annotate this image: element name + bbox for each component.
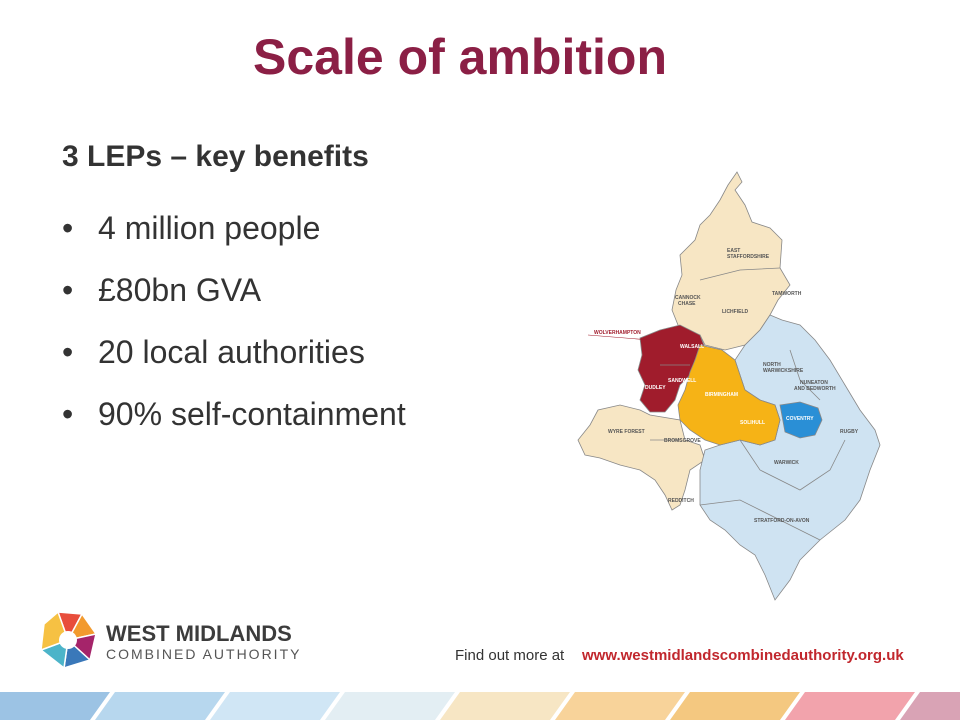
map-label: CANNOCK xyxy=(675,295,701,301)
map-label: WARWICKSHIRE xyxy=(763,368,804,374)
logo-text: WEST MIDLANDS xyxy=(106,621,292,646)
map-label: SOLIHULL xyxy=(740,420,765,426)
map-label: NUNEATON xyxy=(800,380,828,386)
bullet: 90% self-containment xyxy=(62,396,406,458)
bullet: 20 local authorities xyxy=(62,334,406,396)
logo-icon xyxy=(39,610,98,670)
footer-stripes xyxy=(0,692,960,720)
map-label: LICHFIELD xyxy=(722,309,748,315)
footer-link[interactable]: www.westmidlandscombinedauthority.org.uk xyxy=(581,647,904,664)
map-label: SANDWELL xyxy=(668,378,696,384)
map-labels: EAST STAFFORDSHIRE TAMWORTH CANNOCK CHAS… xyxy=(594,248,859,524)
leader-line xyxy=(587,334,651,341)
map-label: COVENTRY xyxy=(786,416,814,422)
title: Scale of ambition xyxy=(253,29,667,85)
logo-text: COMBINED AUTHORITY xyxy=(106,646,301,662)
map-label: STRATFORD-ON-AVON xyxy=(754,518,810,524)
map-label: TAMWORTH xyxy=(772,291,802,297)
map-label: NORTH xyxy=(763,362,781,368)
map-label: BROMSGROVE xyxy=(664,438,701,444)
map-label: WOLVERHAMPTON xyxy=(594,330,641,336)
map-label: DUDLEY xyxy=(645,385,666,391)
map-label: WARWICK xyxy=(774,460,799,466)
map-label: STAFFORDSHIRE xyxy=(727,254,770,260)
map-label: WALSALL xyxy=(680,344,704,350)
map-label: CHASE xyxy=(678,301,696,307)
map-label: RUGBY xyxy=(840,429,859,435)
subtitle: 3 LEPs – key benefits xyxy=(62,140,369,173)
map xyxy=(577,171,881,601)
map-label: WYRE FOREST xyxy=(608,429,645,435)
map-label: AND BEDWORTH xyxy=(794,386,836,392)
bullet: £80bn GVA xyxy=(62,272,406,334)
map-label: EAST xyxy=(727,248,740,254)
footer-text: Find out more at xyxy=(455,647,565,664)
bullet: 4 million people xyxy=(62,210,406,272)
bullet-list: 4 million people £80bn GVA 20 local auth… xyxy=(62,210,406,458)
map-label: BIRMINGHAM xyxy=(705,392,738,398)
map-label: REDDITCH xyxy=(668,498,694,504)
